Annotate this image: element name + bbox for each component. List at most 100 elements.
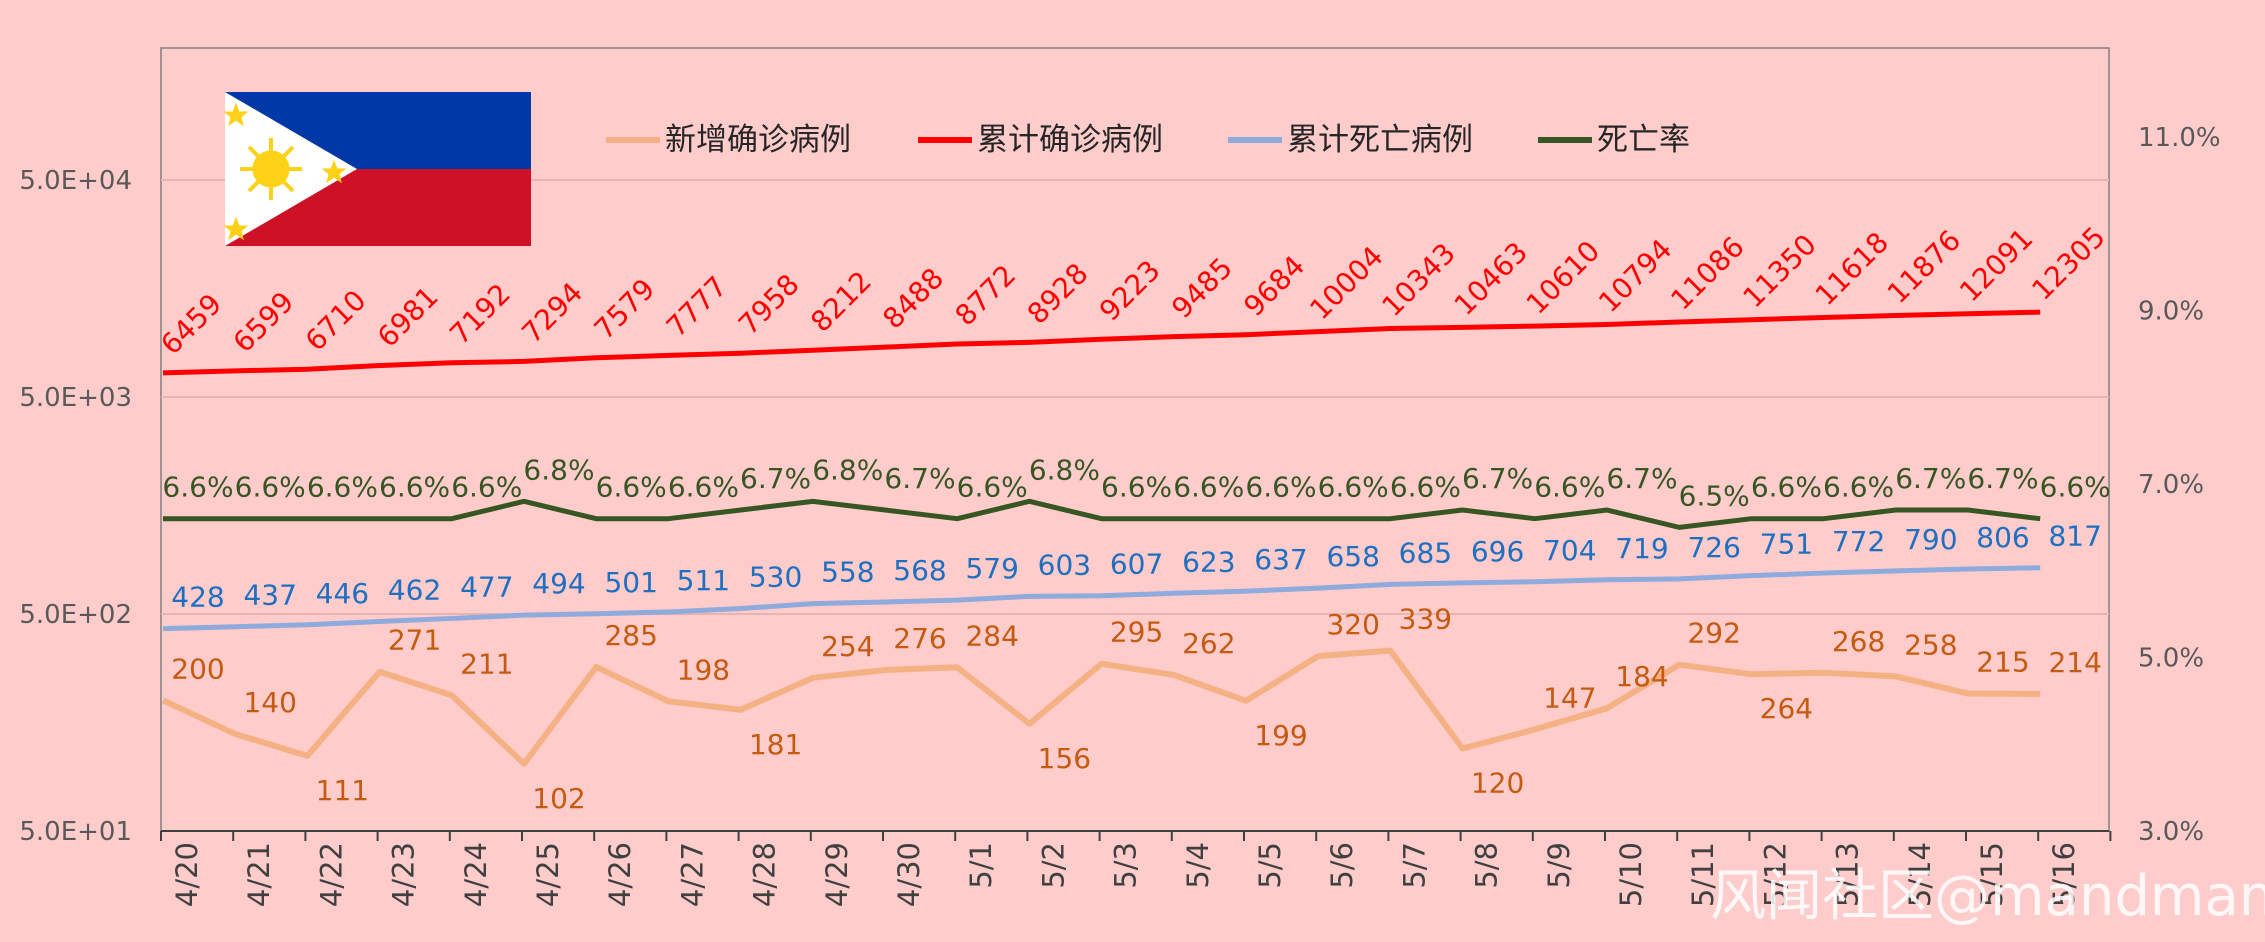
legend-item-new-cases[interactable]: 新增确诊病例: [606, 122, 851, 158]
data-label-3: 6.6%: [1534, 471, 1605, 504]
legend: 新增确诊病例 累计确诊病例 累计死亡病例 死亡率: [606, 122, 1690, 158]
data-label-1: 10343: [1376, 237, 1462, 323]
data-label-0: 111: [316, 774, 369, 807]
data-label-0: 262: [1182, 627, 1235, 660]
data-label-3: 6.6%: [235, 471, 306, 504]
data-label-2: 462: [388, 573, 441, 606]
x-tick-label: 5/11: [1686, 842, 1720, 907]
data-label-0: 284: [965, 619, 1018, 652]
data-label-3: 6.5%: [1679, 479, 1750, 512]
x-tick-label: 5/16: [2047, 842, 2081, 907]
series-line-1: [162, 309, 2041, 376]
data-label-3: 6.6%: [596, 471, 667, 504]
data-label-0: 181: [749, 728, 802, 761]
legend-item-death-rate[interactable]: 死亡率: [1538, 122, 1690, 158]
data-label-0: 140: [243, 686, 296, 719]
svg-text:累计确诊病例: 累计确诊病例: [977, 122, 1163, 158]
data-label-1: 11350: [1737, 228, 1823, 314]
data-label-3: 6.7%: [1606, 462, 1677, 495]
data-label-1: 10463: [1448, 236, 1534, 322]
data-label-3: 6.6%: [1390, 471, 1461, 504]
data-label-3: 6.6%: [1823, 471, 1894, 504]
data-label-0: 211: [460, 647, 513, 680]
x-tick-label: 5/15: [1975, 842, 2009, 907]
x-tick-label: 5/8: [1470, 842, 1504, 889]
data-label-0: 295: [1110, 616, 1163, 649]
x-tick-label: 4/29: [820, 842, 854, 907]
data-label-0: 199: [1254, 719, 1307, 752]
data-label-2: 696: [1471, 535, 1524, 568]
x-tick-label: 5/4: [1181, 842, 1215, 889]
data-label-0: 292: [1687, 617, 1740, 650]
data-label-2: 477: [460, 570, 513, 603]
x-tick-label: 4/20: [170, 842, 204, 907]
data-label-2: 719: [1615, 532, 1668, 565]
data-label-3: 6.6%: [451, 471, 522, 504]
data-label-2: 751: [1760, 528, 1813, 561]
series-line-0: [161, 647, 2041, 767]
data-label-2: 790: [1904, 523, 1957, 556]
data-label-0: 258: [1904, 628, 1957, 661]
data-label-3: 6.8%: [812, 453, 883, 486]
data-label-1: 9485: [1165, 251, 1239, 325]
x-tick-label: 4/23: [387, 842, 421, 907]
data-label-1: 7294: [515, 276, 589, 350]
right-tick-label: 3.0%: [2138, 817, 2204, 847]
data-label-0: 156: [1038, 742, 1091, 775]
svg-text:新增确诊病例: 新增确诊病例: [665, 122, 851, 158]
right-axis-ticks: 3.0% 5.0% 7.0% 9.0% 11.0%: [2138, 123, 2221, 847]
data-label-0: 184: [1615, 660, 1668, 693]
data-label-1: 10610: [1520, 234, 1606, 320]
data-label-2: 607: [1110, 548, 1163, 581]
data-label-1: 7777: [660, 270, 734, 344]
x-tick-label: 5/3: [1109, 842, 1143, 889]
data-label-0: 200: [171, 652, 224, 685]
data-label-3: 6.6%: [162, 471, 233, 504]
x-tick-label: 4/25: [531, 842, 565, 907]
data-label-1: 7579: [588, 272, 662, 346]
watermark: 风闻社区@mandman: [1710, 864, 2265, 929]
svg-text:死亡率: 死亡率: [1597, 122, 1690, 158]
legend-item-total-cases[interactable]: 累计确诊病例: [918, 122, 1163, 158]
data-label-1: 6599: [227, 285, 301, 359]
data-label-0: 254: [821, 630, 874, 663]
data-label-0: 215: [1976, 646, 2029, 679]
data-label-1: 11086: [1664, 230, 1750, 316]
series-line-3: [163, 498, 2041, 530]
right-tick-label: 9.0%: [2138, 297, 2204, 327]
data-label-3: 6.6%: [1318, 471, 1389, 504]
x-tick-label: 5/14: [1903, 842, 1937, 907]
data-label-3: 6.7%: [1967, 462, 2038, 495]
x-tick-label: 5/10: [1614, 842, 1648, 907]
right-tick-label: 5.0%: [2138, 644, 2204, 674]
data-label-3: 6.7%: [740, 462, 811, 495]
data-label-3: 6.6%: [957, 471, 1028, 504]
left-tick-label: 5.0E+01: [19, 817, 132, 847]
data-label-3: 6.6%: [668, 471, 739, 504]
x-tick-label: 4/30: [892, 842, 926, 907]
x-tick-label: 4/28: [748, 842, 782, 907]
data-label-2: 568: [893, 554, 946, 587]
data-label-0: 271: [388, 624, 441, 657]
x-tick-label: 4/27: [675, 842, 709, 907]
data-label-1: 6459: [154, 287, 228, 361]
data-label-3: 6.6%: [1173, 471, 1244, 504]
data-label-3: 6.7%: [1895, 462, 1966, 495]
series-line-2: [162, 565, 2041, 632]
data-label-3: 6.6%: [2040, 471, 2111, 504]
data-label-0: 320: [1326, 608, 1379, 641]
data-label-0: 198: [677, 653, 730, 686]
data-label-2: 530: [749, 561, 802, 594]
x-tick-label: 4/24: [459, 842, 493, 907]
legend-item-total-deaths[interactable]: 累计死亡病例: [1228, 122, 1473, 158]
left-tick-label: 5.0E+04: [19, 166, 132, 196]
data-label-2: 726: [1687, 531, 1740, 564]
data-label-2: 446: [316, 577, 369, 610]
data-label-1: 6710: [299, 284, 373, 358]
data-label-1: 9223: [1093, 254, 1167, 328]
data-label-1: 11618: [1809, 226, 1895, 312]
data-label-3: 6.7%: [1462, 462, 1533, 495]
data-label-0: 264: [1760, 692, 1813, 725]
series-lines: [161, 309, 2041, 767]
